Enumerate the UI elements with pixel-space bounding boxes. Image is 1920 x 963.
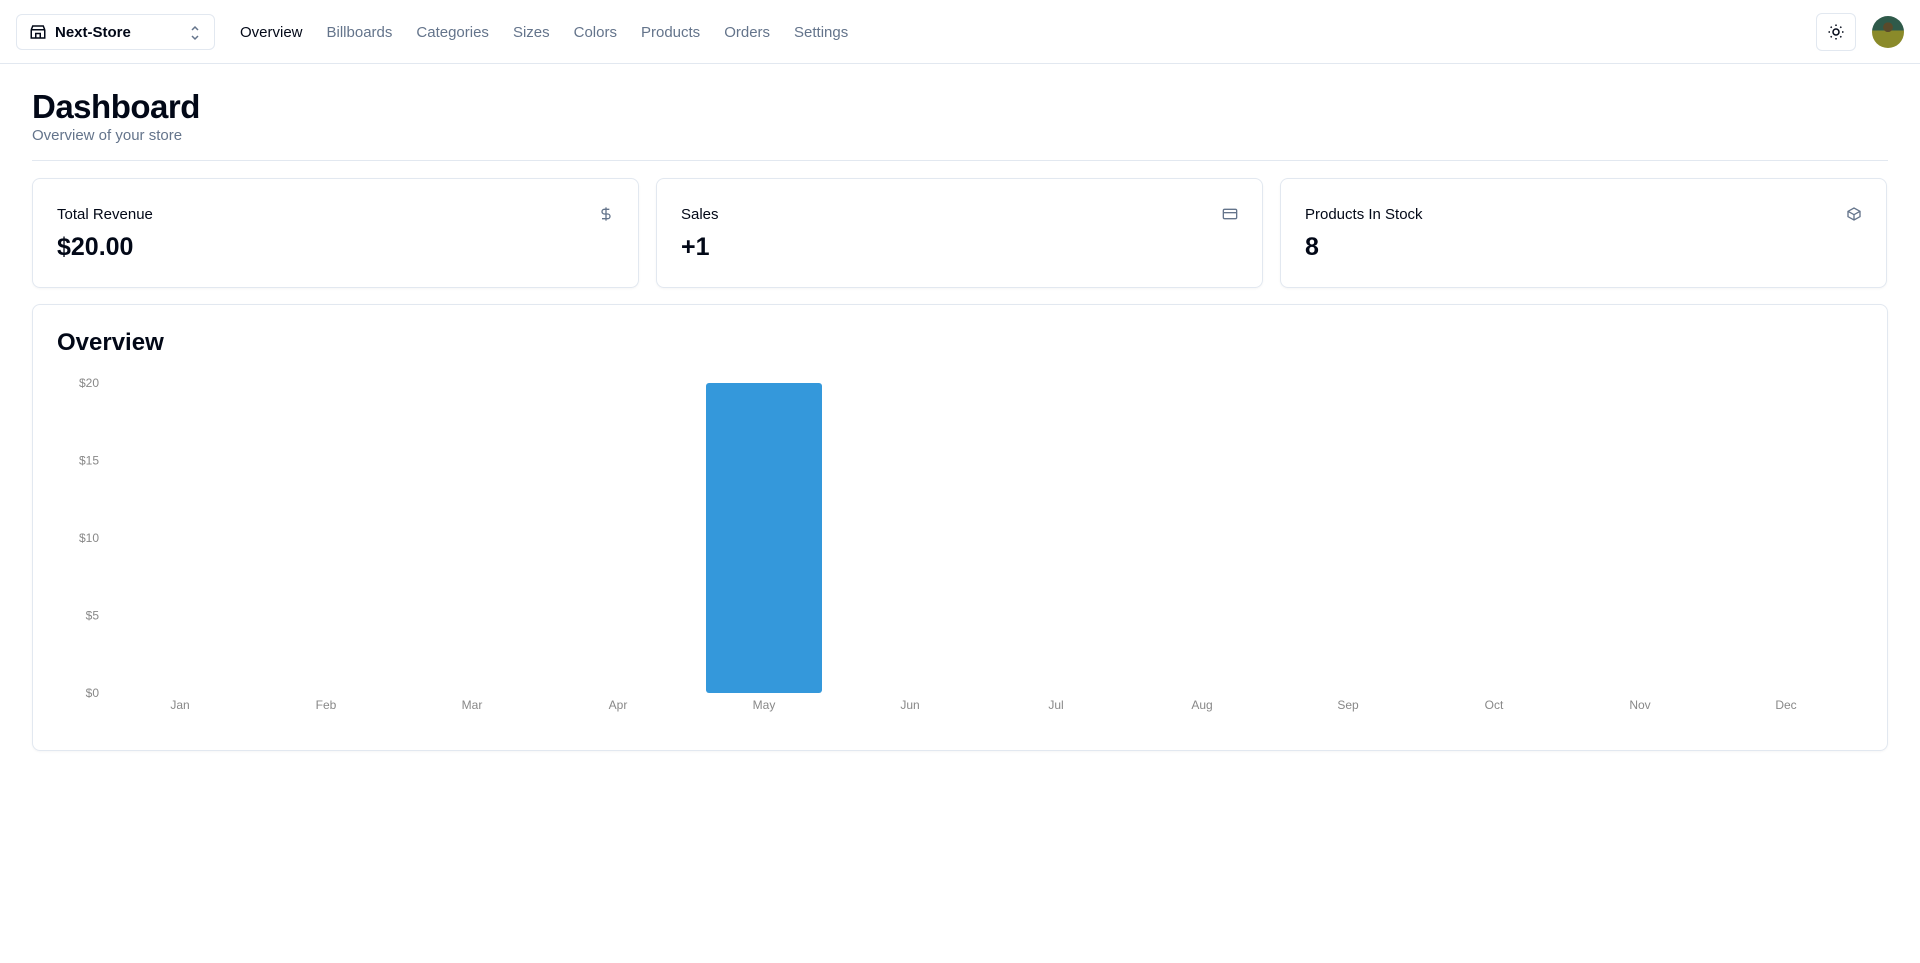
stat-label: Total Revenue <box>57 206 153 223</box>
main-nav: Overview Billboards Categories Sizes Col… <box>240 0 848 64</box>
nav-categories[interactable]: Categories <box>416 23 489 41</box>
stat-value: $20.00 <box>57 233 134 261</box>
nav-overview[interactable]: Overview <box>240 23 303 41</box>
chevrons-up-down-icon <box>191 25 199 41</box>
nav-products[interactable]: Products <box>640 23 701 41</box>
products-in-stock-card: Products In Stock 8 <box>1280 178 1887 288</box>
bar-may[interactable] <box>706 383 822 693</box>
page-subtitle: Overview of your store <box>32 127 183 144</box>
stat-label: Products In Stock <box>1305 206 1423 223</box>
dollar-icon <box>601 207 611 221</box>
divider <box>32 160 1888 161</box>
sun-icon <box>1828 24 1844 40</box>
y-tick-label: $10 <box>79 531 99 545</box>
store-icon <box>30 25 46 39</box>
credit-card-icon <box>1222 208 1238 220</box>
theme-toggle-button[interactable] <box>1816 13 1856 51</box>
nav-colors[interactable]: Colors <box>573 23 617 41</box>
revenue-bar-chart: $0 $5 $10 $15 $20 Jan Feb Mar Apr May Jun Jul Aug Sep… <box>79 376 1797 712</box>
top-nav-bar: Next-Store Overview Billboards Categorie… <box>0 0 1920 64</box>
nav-billboards[interactable]: Billboards <box>326 23 393 41</box>
nav-settings[interactable]: Settings <box>794 23 849 41</box>
x-tick-label: Jun <box>900 698 919 712</box>
y-tick-label: $20 <box>79 376 99 390</box>
y-tick-label: $15 <box>79 454 99 468</box>
x-tick-label: Feb <box>316 698 337 712</box>
x-tick-label: May <box>753 698 776 712</box>
store-name: Next-Store <box>55 23 131 41</box>
stat-value: +1 <box>681 233 710 261</box>
total-revenue-card: Total Revenue $20.00 <box>32 178 639 288</box>
stat-value: 8 <box>1305 233 1319 261</box>
page-title: Dashboard <box>32 88 200 125</box>
y-tick-label: $5 <box>86 609 100 623</box>
x-tick-label: Mar <box>462 698 483 712</box>
user-avatar[interactable] <box>1872 16 1904 48</box>
store-switcher[interactable]: Next-Store <box>16 14 215 50</box>
stat-label: Sales <box>681 206 719 223</box>
x-tick-label: Oct <box>1485 698 1504 712</box>
x-tick-label: Nov <box>1629 698 1650 712</box>
x-tick-label: Dec <box>1775 698 1796 712</box>
nav-orders[interactable]: Orders <box>724 23 771 41</box>
overview-title: Overview <box>57 329 164 356</box>
sales-card: Sales +1 <box>656 178 1263 288</box>
x-tick-label: Aug <box>1191 698 1212 712</box>
x-tick-label: Sep <box>1337 698 1359 712</box>
package-icon <box>1847 207 1861 221</box>
y-tick-label: $0 <box>86 686 100 700</box>
x-tick-label: Jan <box>170 698 189 712</box>
overview-card: Overview $0 $5 $10 $15 $20 Jan Feb Mar Apr May Jun… <box>32 304 1888 751</box>
x-tick-label: Jul <box>1048 698 1063 712</box>
x-tick-label: Apr <box>609 698 628 712</box>
nav-sizes[interactable]: Sizes <box>512 23 550 41</box>
